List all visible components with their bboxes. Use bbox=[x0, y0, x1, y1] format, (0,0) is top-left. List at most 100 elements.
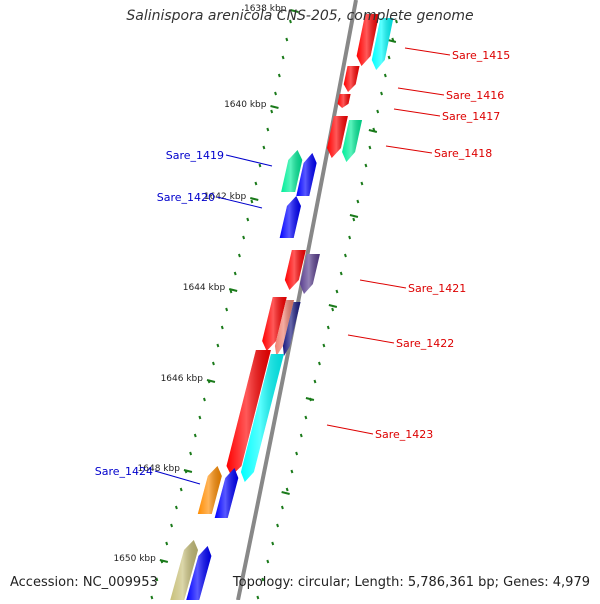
gene-arrow-shading bbox=[337, 94, 351, 108]
guide-dot bbox=[285, 487, 289, 492]
guide-dot bbox=[258, 163, 262, 168]
scale-tick bbox=[368, 129, 378, 133]
gene-arrow-shading bbox=[371, 18, 394, 70]
guide-dot bbox=[280, 505, 284, 510]
guide-dot bbox=[383, 73, 387, 78]
scale-tick bbox=[328, 304, 338, 308]
accession-text: Accession: NC_009953 bbox=[10, 575, 158, 590]
guide-dot bbox=[256, 595, 260, 600]
scale-tick bbox=[290, 9, 299, 13]
guide-dot bbox=[202, 397, 206, 402]
gene-arrow-shading bbox=[279, 196, 301, 238]
gene-label-connector bbox=[225, 154, 273, 167]
guide-dot bbox=[207, 379, 211, 384]
guide-dot bbox=[335, 289, 339, 294]
scale-tick-label: 1638 kbp bbox=[244, 4, 287, 14]
gene-arrow-shading bbox=[274, 300, 295, 356]
gene-arrow-shading bbox=[214, 468, 239, 518]
scale-tick-label: 1646 kbp bbox=[161, 374, 204, 384]
gene-arrow-shading bbox=[226, 350, 271, 476]
gene-arrow-shading bbox=[197, 466, 222, 514]
guide-dot bbox=[331, 307, 335, 312]
guide-dot bbox=[262, 145, 266, 150]
guide-dot bbox=[174, 505, 178, 510]
guide-dot bbox=[184, 469, 188, 474]
guide-dot bbox=[313, 379, 317, 384]
gene-arrow-shading bbox=[296, 153, 317, 196]
gene-arrow-shading bbox=[240, 354, 284, 482]
guide-dot bbox=[343, 253, 347, 258]
gene-label[interactable]: Sare_1420 bbox=[157, 191, 215, 204]
gene-label[interactable]: Sare_1417 bbox=[442, 110, 500, 123]
guide-dot bbox=[352, 217, 356, 222]
guide-dot bbox=[193, 433, 197, 438]
guide-dot bbox=[290, 469, 294, 474]
gene-labels: Sare_1415 Sare_1416 Sare_1417 Sare_1418 Sare… bbox=[95, 47, 510, 485]
gene-arrow-shading bbox=[186, 546, 212, 600]
guide-dot bbox=[295, 451, 299, 456]
scale-tick-label: 1644 kbp bbox=[183, 283, 226, 293]
guide-dot bbox=[216, 343, 220, 348]
scale-tick-label: 1650 kbp bbox=[113, 554, 156, 564]
guide-dot bbox=[170, 523, 174, 528]
guide-dot bbox=[225, 307, 229, 312]
guide-dot bbox=[165, 541, 169, 546]
gene-arrow-shading bbox=[326, 116, 348, 158]
guide-dot bbox=[270, 109, 274, 114]
gene-label-connector bbox=[154, 470, 201, 485]
guide-dot bbox=[395, 19, 398, 24]
guide-dot bbox=[299, 433, 303, 438]
guide-dot bbox=[356, 199, 360, 204]
gene-arrow-shading bbox=[343, 66, 360, 92]
guide-dot bbox=[229, 289, 233, 294]
guide-dot bbox=[155, 577, 159, 582]
gene-arrow-shading bbox=[284, 250, 306, 290]
scale-tick-label: 1648 kbp bbox=[138, 464, 181, 474]
scale-tick bbox=[270, 105, 279, 109]
gene-arrow-shading bbox=[282, 302, 301, 356]
guide-dot bbox=[276, 523, 280, 528]
guide-dot bbox=[246, 217, 250, 222]
scale-tick bbox=[305, 397, 315, 401]
guide-dot bbox=[348, 235, 352, 240]
guide-dot bbox=[326, 325, 330, 330]
gene-label[interactable]: Sare_1418 bbox=[434, 147, 492, 160]
scale-tick bbox=[250, 197, 259, 201]
guide-dot bbox=[360, 181, 364, 186]
guide-dot bbox=[368, 145, 372, 150]
guide-dot bbox=[198, 415, 202, 420]
scale-tick bbox=[387, 39, 397, 43]
gene-label[interactable]: Sare_1423 bbox=[375, 428, 433, 441]
guide-dot bbox=[274, 91, 277, 96]
gene-label[interactable]: Sare_1421 bbox=[408, 282, 466, 295]
gene-label-connector bbox=[385, 145, 433, 154]
guide-dot bbox=[179, 487, 183, 492]
guide-dot bbox=[220, 325, 224, 330]
scale-tick bbox=[281, 491, 290, 495]
guide-dot bbox=[339, 271, 343, 276]
scale-tick-label: 1642 kbp bbox=[204, 192, 247, 202]
gene-label[interactable]: Sare_1422 bbox=[396, 337, 454, 350]
guide-dot bbox=[160, 559, 164, 564]
guide-dot bbox=[364, 163, 368, 168]
gene-arrow-shading bbox=[170, 540, 199, 600]
guide-dot bbox=[237, 253, 241, 258]
gene-label-connector bbox=[397, 87, 445, 96]
gene-arrow-shading bbox=[299, 254, 320, 294]
guide-dot bbox=[380, 91, 383, 96]
guide-dot bbox=[304, 415, 308, 420]
gene-label[interactable]: Sare_1424 bbox=[95, 465, 153, 478]
gene-label[interactable]: Sare_1416 bbox=[446, 89, 504, 102]
guide-dot bbox=[242, 235, 246, 240]
gene-label[interactable]: Sare_1419 bbox=[166, 149, 224, 162]
guide-dot bbox=[212, 361, 215, 366]
gene-arrow-shading bbox=[356, 14, 380, 66]
guide-dot bbox=[266, 127, 270, 132]
gene-track bbox=[170, 14, 394, 600]
guide-dot bbox=[322, 343, 326, 348]
guide-dot bbox=[277, 73, 281, 78]
gene-label[interactable]: Sare_1415 bbox=[452, 49, 510, 62]
gene-label-connector bbox=[347, 334, 395, 344]
